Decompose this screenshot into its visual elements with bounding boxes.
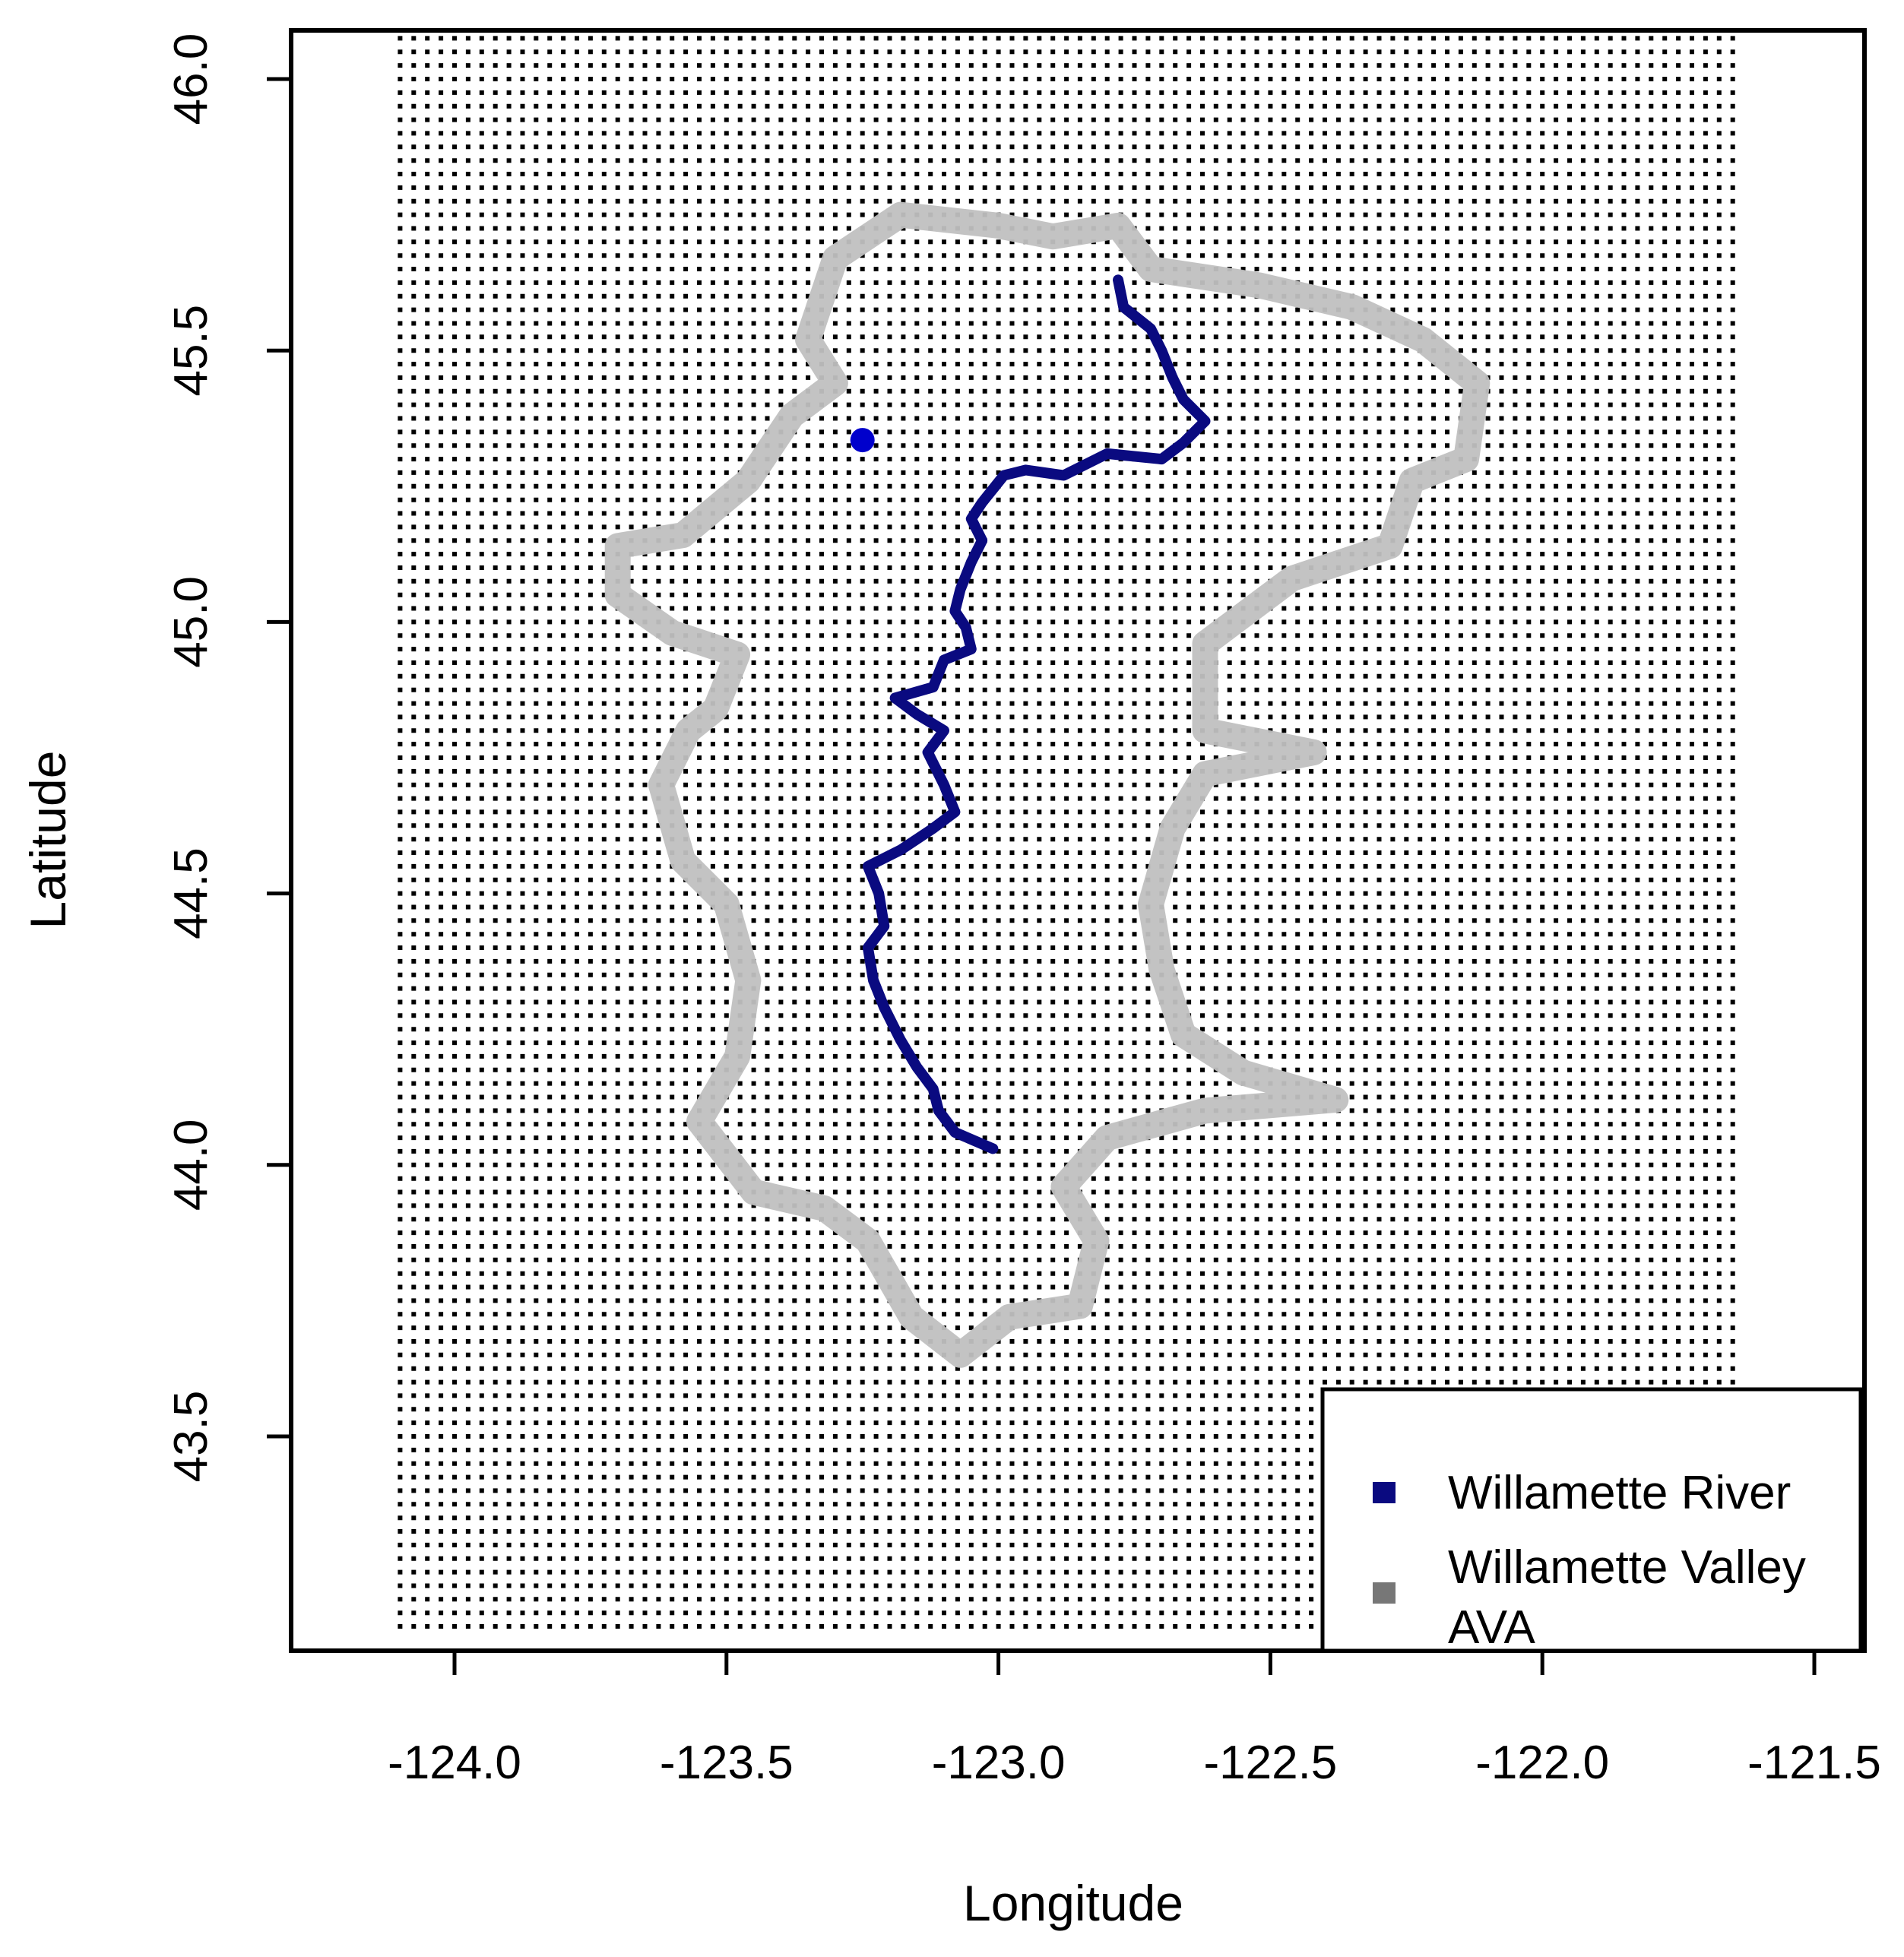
y-tick-label: 44.5	[165, 847, 217, 939]
x-tick-label: -122.0	[1475, 1737, 1609, 1789]
x-axis-title: Longitude	[963, 1875, 1183, 1931]
y-tick-label: 45.0	[165, 576, 217, 668]
legend-swatch-ava	[1373, 1582, 1396, 1604]
x-tick-label: -123.0	[932, 1737, 1066, 1789]
y-axis: 43.5 44.0 44.5 45.0 45.5 46.0	[165, 33, 293, 1483]
x-tick-label: -123.5	[660, 1737, 794, 1789]
legend-label-ava-line2: AVA	[1448, 1601, 1536, 1654]
x-tick-label: -122.5	[1203, 1737, 1337, 1789]
y-tick-label: 46.0	[165, 33, 217, 125]
ava-region	[604, 201, 1491, 1368]
legend: Willamette River Willamette Valley AVA	[1320, 1387, 1863, 1654]
legend-label-river: Willamette River	[1448, 1467, 1791, 1519]
river-path	[862, 274, 1211, 1154]
highlight-point-group	[850, 428, 875, 453]
legend-box	[1320, 1387, 1863, 1653]
x-tick-label: -121.5	[1747, 1737, 1881, 1789]
x-axis: -124.0 -123.5 -123.0 -122.5 -122.0 -121.5	[388, 1648, 1881, 1789]
x-tick-label: -124.0	[388, 1737, 521, 1789]
ava-boundary	[604, 201, 1491, 1368]
y-tick-label: 43.5	[165, 1391, 217, 1483]
highlight-point	[850, 428, 875, 453]
river-line	[862, 274, 1211, 1154]
legend-label-ava-line1: Willamette Valley	[1448, 1541, 1806, 1594]
y-tick-label: 44.0	[165, 1119, 217, 1211]
y-tick-label: 45.5	[165, 305, 217, 397]
legend-swatch-river	[1373, 1482, 1396, 1503]
y-axis-title: Latitude	[20, 751, 76, 929]
